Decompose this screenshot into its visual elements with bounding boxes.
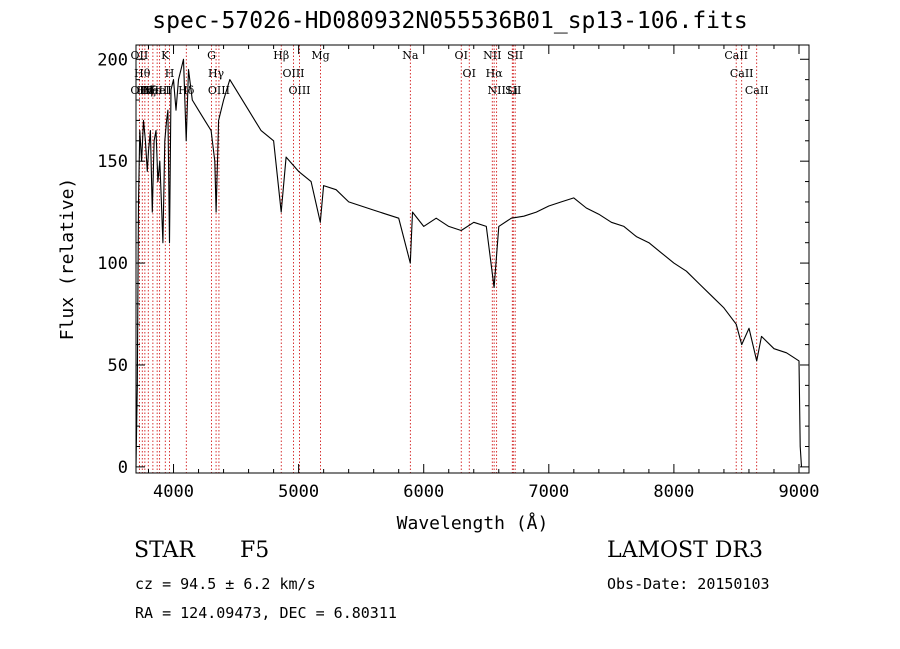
- x-tick-label-0: 4000: [153, 482, 194, 502]
- line-marker-label-0: OII: [131, 49, 149, 62]
- line-marker-label-9: Hδ: [178, 84, 195, 97]
- line-marker-label-3: Hζ: [140, 84, 156, 97]
- line-marker-label-2: Hη: [137, 84, 153, 97]
- line-marker-label-11: Hγ: [208, 67, 225, 80]
- x-tick-label-2: 6000: [403, 482, 444, 502]
- x-tick-label-1: 5000: [278, 482, 319, 502]
- series-group: [135, 58, 803, 467]
- chart-title: spec-57026-HD080932N055536B01_sp13-106.f…: [152, 8, 748, 34]
- line-marker-label-15: OIII: [288, 84, 310, 97]
- x-tick-label-4: 8000: [653, 482, 694, 502]
- coordinates-readout: RA = 124.09473, DEC = 6.80311: [135, 604, 397, 622]
- observation-date: Obs-Date: 20150103: [607, 575, 770, 593]
- line-marker-label-14: OIII: [282, 67, 304, 80]
- line-marker-label-17: Na: [402, 49, 419, 62]
- series-line-0: [135, 58, 803, 467]
- line-markers-group: [138, 45, 758, 473]
- line-marker-label-27: CaII: [730, 67, 754, 80]
- line-marker-label-20: NII: [483, 49, 501, 62]
- y-tick-label-2: 100: [97, 254, 128, 274]
- spectral-subclass: F5: [240, 538, 270, 563]
- line-marker-label-25: SII: [507, 49, 523, 62]
- line-marker-label-22: NII: [487, 84, 505, 97]
- line-marker-label-21: Hα: [486, 67, 504, 80]
- line-marker-label-6: HeI: [149, 84, 169, 97]
- line-marker-label-7: K: [161, 49, 170, 62]
- survey-name: LAMOST DR3: [607, 538, 763, 563]
- line-marker-label-4: Hε: [145, 84, 161, 97]
- line-marker-label-28: CaII: [745, 84, 769, 97]
- line-marker-label-19: OI: [463, 67, 476, 80]
- plot-frame: [135, 44, 810, 474]
- line-marker-label-5: NeIII: [143, 84, 172, 97]
- y-tick-label-1: 50: [108, 356, 128, 376]
- y-tick-label-0: 0: [118, 458, 128, 478]
- line-marker-label-23: Li: [507, 84, 518, 97]
- y-axis-label: Flux (relative): [57, 178, 78, 341]
- line-marker-label-24: SII: [505, 84, 521, 97]
- line-marker-label-12: OIII: [208, 84, 230, 97]
- ticks-group: 4000 5000 6000 7000 8000 9000 0 50 100 150 200: [97, 45, 819, 502]
- line-marker-label-26: CaII: [724, 49, 748, 62]
- redshift-readout: cz = 94.5 ± 6.2 km/s: [135, 575, 316, 593]
- line-marker-label-1: Hθ: [134, 67, 151, 80]
- y-tick-label-4: 200: [97, 50, 128, 70]
- x-tick-label-3: 7000: [528, 482, 569, 502]
- line-marker-label-16: Mg: [311, 49, 329, 62]
- x-axis-label: Wavelength (Å): [397, 512, 549, 534]
- object-type: STAR: [134, 538, 195, 563]
- x-tick-label-5: 9000: [779, 482, 820, 502]
- line-marker-label-8: H: [165, 67, 175, 80]
- y-tick-label-3: 150: [97, 152, 128, 172]
- line-marker-label-18: OI: [455, 49, 468, 62]
- line-marker-label-13: Hβ: [273, 49, 289, 62]
- line-marker-label-10: G: [207, 49, 216, 62]
